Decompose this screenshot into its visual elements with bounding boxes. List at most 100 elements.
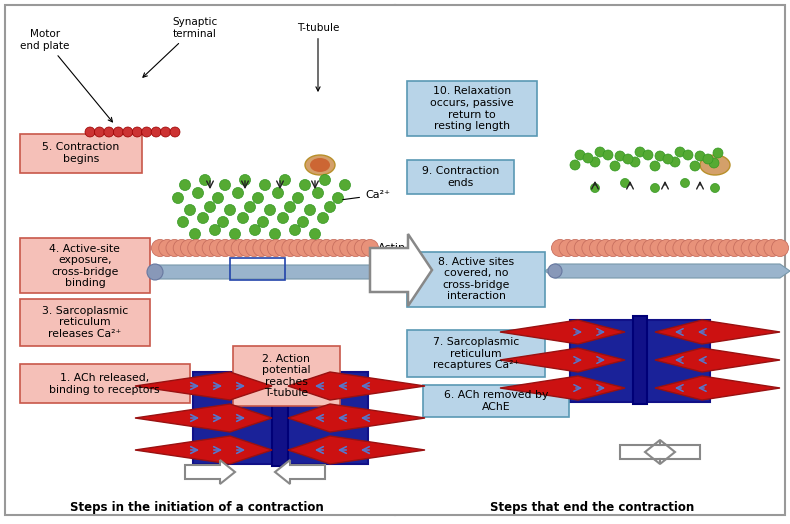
Circle shape: [772, 239, 788, 257]
Circle shape: [259, 180, 270, 191]
Circle shape: [253, 192, 264, 203]
Circle shape: [273, 188, 284, 199]
FancyBboxPatch shape: [272, 366, 288, 466]
Text: Synaptic
terminal: Synaptic terminal: [143, 17, 217, 77]
Text: 6. ACh removed by
AChE: 6. ACh removed by AChE: [443, 390, 548, 412]
Circle shape: [260, 239, 277, 257]
Circle shape: [246, 239, 262, 257]
Circle shape: [590, 183, 600, 192]
Circle shape: [303, 239, 321, 257]
Circle shape: [202, 239, 219, 257]
Circle shape: [190, 228, 201, 239]
Polygon shape: [305, 93, 335, 165]
Circle shape: [688, 239, 705, 257]
Circle shape: [292, 192, 303, 203]
Circle shape: [589, 239, 607, 257]
Circle shape: [663, 154, 673, 164]
FancyBboxPatch shape: [407, 252, 545, 307]
Circle shape: [675, 147, 685, 157]
Circle shape: [726, 239, 743, 257]
Polygon shape: [655, 348, 780, 372]
Circle shape: [188, 239, 205, 257]
Circle shape: [304, 204, 315, 215]
Circle shape: [670, 157, 680, 167]
Text: 1. ACh released,
binding to receptors: 1. ACh released, binding to receptors: [49, 373, 160, 395]
Circle shape: [250, 224, 261, 235]
Circle shape: [213, 192, 224, 203]
Circle shape: [147, 264, 163, 280]
FancyBboxPatch shape: [570, 320, 710, 402]
Text: 3. Sarcoplasmic
reticulum
releases Ca²⁺: 3. Sarcoplasmic reticulum releases Ca²⁺: [42, 305, 128, 339]
Circle shape: [566, 239, 584, 257]
Circle shape: [85, 127, 95, 137]
Circle shape: [665, 239, 683, 257]
Polygon shape: [500, 376, 625, 400]
Circle shape: [113, 127, 123, 137]
Circle shape: [655, 151, 665, 161]
Circle shape: [220, 180, 231, 191]
Polygon shape: [5, 5, 140, 118]
Circle shape: [296, 239, 314, 257]
Circle shape: [680, 239, 698, 257]
Circle shape: [749, 239, 766, 257]
Circle shape: [590, 157, 600, 167]
Circle shape: [205, 202, 216, 213]
Circle shape: [635, 239, 652, 257]
Polygon shape: [655, 376, 780, 400]
Circle shape: [709, 158, 719, 168]
Circle shape: [224, 239, 241, 257]
Circle shape: [340, 180, 351, 191]
Circle shape: [104, 127, 114, 137]
Circle shape: [673, 239, 690, 257]
Circle shape: [764, 239, 781, 257]
Circle shape: [289, 239, 306, 257]
Circle shape: [615, 151, 625, 161]
Circle shape: [325, 202, 336, 213]
Text: Steps in the initiation of a contraction: Steps in the initiation of a contraction: [70, 501, 324, 515]
Circle shape: [610, 161, 620, 171]
Polygon shape: [660, 440, 700, 464]
Circle shape: [695, 151, 705, 161]
Circle shape: [195, 239, 212, 257]
Polygon shape: [490, 82, 562, 120]
Circle shape: [710, 183, 720, 192]
Circle shape: [178, 216, 189, 227]
Polygon shape: [478, 75, 572, 130]
FancyBboxPatch shape: [407, 160, 514, 194]
Circle shape: [258, 216, 269, 227]
Circle shape: [269, 228, 280, 239]
Polygon shape: [5, 12, 130, 100]
Circle shape: [185, 204, 195, 215]
Circle shape: [340, 239, 357, 257]
FancyBboxPatch shape: [407, 81, 537, 136]
Circle shape: [620, 239, 637, 257]
Polygon shape: [5, 95, 390, 148]
Polygon shape: [275, 460, 325, 484]
FancyBboxPatch shape: [20, 238, 150, 293]
Circle shape: [265, 204, 276, 215]
Circle shape: [703, 154, 713, 164]
Polygon shape: [90, 82, 165, 120]
Polygon shape: [370, 234, 432, 306]
Circle shape: [152, 239, 168, 257]
Circle shape: [224, 204, 235, 215]
Circle shape: [198, 213, 209, 224]
Circle shape: [275, 239, 292, 257]
Circle shape: [548, 264, 562, 278]
Circle shape: [604, 239, 622, 257]
Polygon shape: [400, 12, 538, 100]
Circle shape: [253, 239, 270, 257]
Circle shape: [230, 228, 240, 239]
Circle shape: [650, 161, 660, 171]
Ellipse shape: [700, 155, 730, 175]
Circle shape: [620, 179, 630, 188]
Circle shape: [325, 239, 342, 257]
Circle shape: [141, 127, 152, 137]
Circle shape: [217, 216, 228, 227]
Circle shape: [284, 202, 295, 213]
Polygon shape: [500, 348, 625, 372]
Circle shape: [166, 239, 183, 257]
Circle shape: [200, 174, 210, 185]
Circle shape: [354, 239, 371, 257]
Circle shape: [551, 239, 569, 257]
